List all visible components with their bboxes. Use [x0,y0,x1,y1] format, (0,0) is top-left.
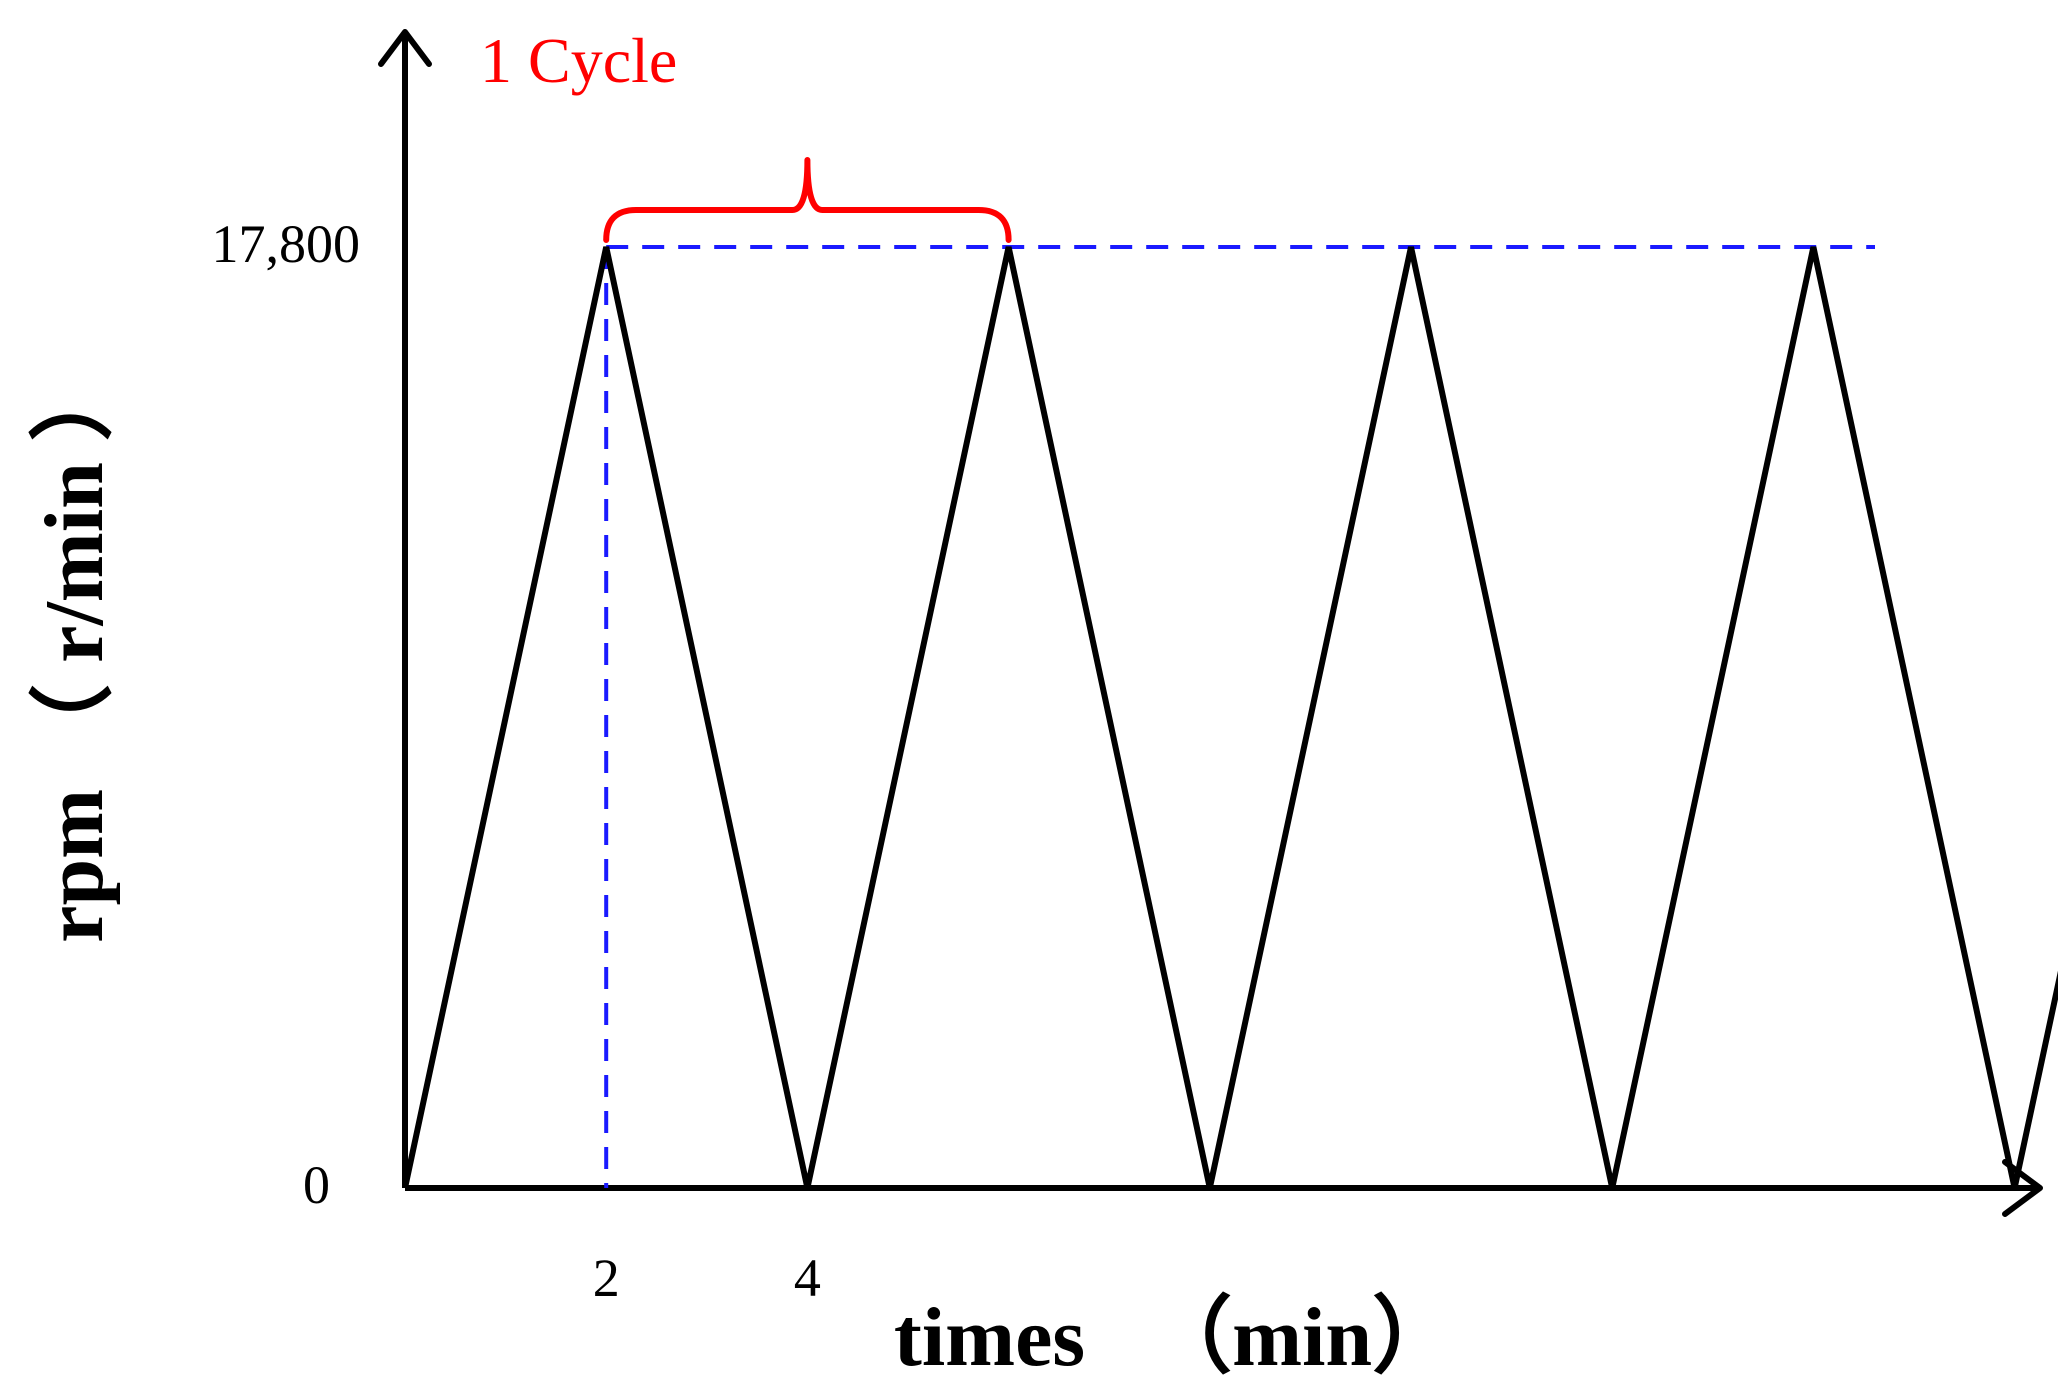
y-tick-label-zero: 0 [303,1155,330,1215]
x-tick-label: 2 [593,1248,620,1308]
x-tick-label: 4 [794,1248,821,1308]
y-axis-title: rpm （ r/min ） [28,357,121,943]
series-group [402,246,2058,1189]
y-axis-arrow [378,29,432,67]
cycle-annotation-label: 1 Cycle [480,25,677,96]
reference-lines [604,245,1875,1188]
series-line [402,246,2058,1189]
cycle-brace-path [603,157,1012,243]
y-tick-label-max: 17,800 [212,214,361,274]
cycle-brace [603,157,1012,243]
x-axis-title: times （min） [894,1291,1456,1384]
